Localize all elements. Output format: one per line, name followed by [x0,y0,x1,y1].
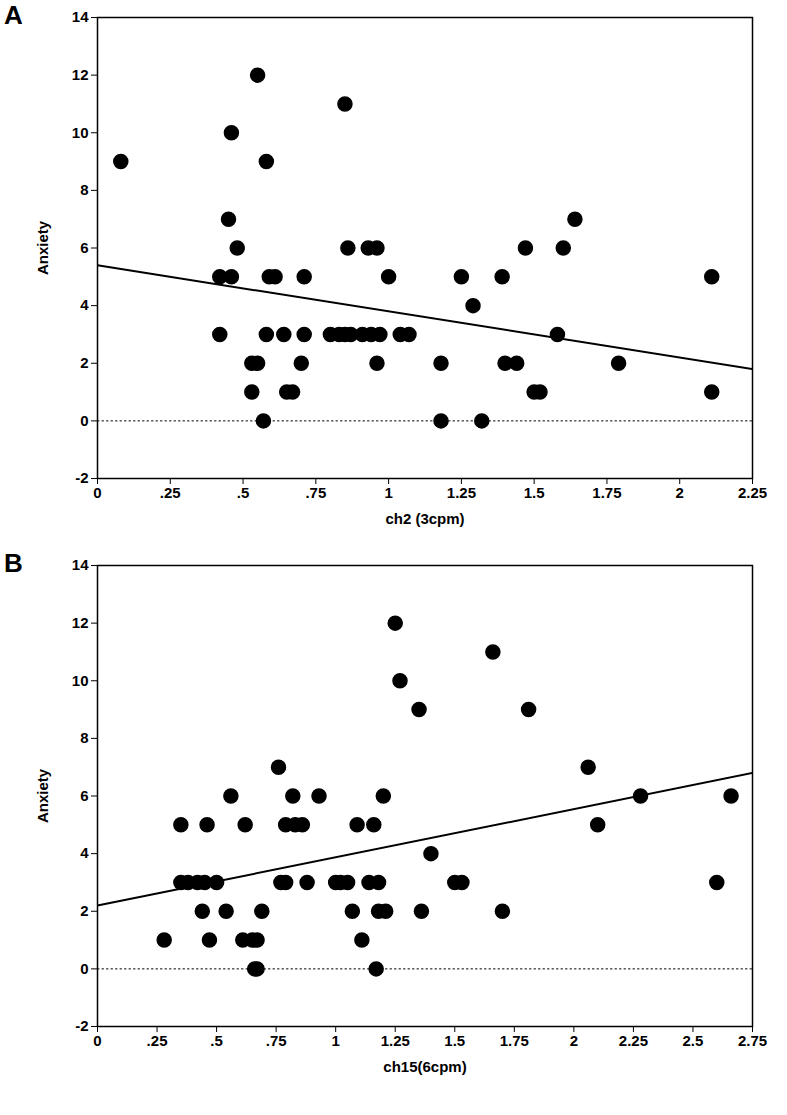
svg-text:1.75: 1.75 [592,484,621,501]
svg-text:14: 14 [72,556,89,573]
svg-text:4: 4 [80,844,89,861]
svg-text:-2: -2 [75,1017,88,1034]
svg-text:2: 2 [80,354,88,371]
svg-text:10: 10 [72,672,89,689]
svg-text:6: 6 [80,239,88,256]
svg-text:14: 14 [72,8,89,25]
svg-text:.5: .5 [210,1032,223,1049]
svg-text:12: 12 [72,614,89,631]
svg-text:1.75: 1.75 [500,1032,529,1049]
svg-text:1.5: 1.5 [444,1032,465,1049]
svg-text:-2: -2 [75,469,88,486]
svg-text:2.5: 2.5 [683,1032,704,1049]
svg-text:.75: .75 [305,484,326,501]
svg-text:8: 8 [80,181,88,198]
svg-text:8: 8 [80,729,88,746]
svg-text:2: 2 [570,1032,578,1049]
svg-text:10: 10 [72,124,89,141]
svg-text:2.25: 2.25 [619,1032,648,1049]
svg-text:1.25: 1.25 [447,484,476,501]
svg-text:12: 12 [72,66,89,83]
html-text:B: B [4,548,23,578]
svg-text:4: 4 [80,296,89,313]
svg-text:.25: .25 [160,484,181,501]
svg-text:2.75: 2.75 [738,1032,767,1049]
svg-text:1: 1 [384,484,392,501]
svg-text:1: 1 [332,1032,340,1049]
svg-text:0: 0 [80,412,88,429]
svg-text:ch15(6cpm): ch15(6cpm) [383,1058,466,1075]
svg-text:0: 0 [93,1032,101,1049]
svg-text:6: 6 [80,787,88,804]
svg-text:Anxiety: Anxiety [34,220,51,275]
svg-text:1.25: 1.25 [381,1032,410,1049]
svg-text:Anxiety: Anxiety [34,768,51,823]
svg-text:.25: .25 [147,1032,168,1049]
svg-text:1.5: 1.5 [524,484,545,501]
html-text:A: A [4,0,23,30]
svg-text:2.25: 2.25 [738,484,767,501]
svg-text:.75: .75 [266,1032,287,1049]
svg-text:2: 2 [80,902,88,919]
svg-text:0: 0 [93,484,101,501]
svg-text:0: 0 [80,960,88,977]
svg-text:ch2 (3cpm): ch2 (3cpm) [385,510,464,527]
svg-text:.5: .5 [237,484,250,501]
svg-text:2: 2 [676,484,684,501]
